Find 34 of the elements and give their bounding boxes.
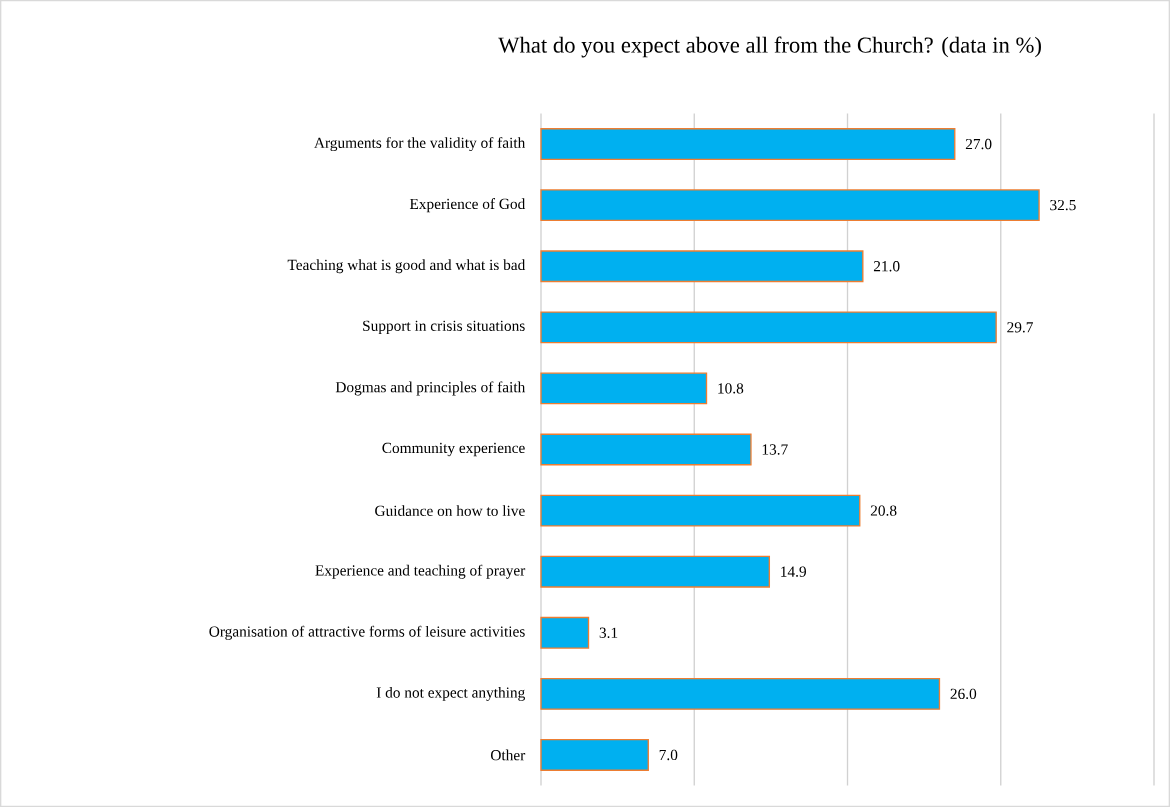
bar (540, 739, 649, 771)
y-tick-label: Teaching what is good and what is bad (287, 259, 526, 274)
y-tick-label: Community experience (382, 442, 525, 457)
data-label: 13.7 (762, 444, 788, 455)
bar (540, 433, 752, 466)
bar (540, 311, 997, 344)
bar (540, 677, 941, 710)
data-label: 29.7 (1007, 322, 1033, 333)
data-label: 21.0 (873, 261, 900, 272)
data-label: 14.9 (781, 566, 806, 577)
bar (540, 616, 590, 649)
data-label: 10.8 (718, 383, 744, 394)
y-tick-label: Guidance on how to live (375, 505, 525, 516)
data-label: 20.8 (870, 505, 897, 516)
y-tick-label: Dogmas and principles of faith (335, 381, 526, 396)
bar (540, 555, 771, 588)
bar (540, 128, 956, 160)
y-tick-label: Organisation of attractive forms of leisure activities (209, 625, 525, 640)
bar (540, 250, 864, 283)
data-label: 7.0 (659, 749, 678, 761)
y-tick-label: Support in crisis situations (363, 320, 525, 335)
bar (540, 372, 708, 405)
y-tick-label: Experience and teaching of prayer (315, 564, 526, 579)
bar (540, 494, 861, 527)
chart-title: What do you expect above all from the Church? (data in %) (498, 36, 1041, 58)
data-label: 32.5 (1050, 199, 1076, 211)
y-tick-label: Other (490, 749, 526, 761)
bar (540, 189, 1040, 222)
data-label: 27.0 (965, 138, 992, 150)
y-tick-label: Arguments for the validity of faith (314, 137, 526, 152)
y-tick-label: Experience of God (409, 198, 526, 213)
y-tick-label: I do not expect anything (376, 686, 525, 701)
data-label: 3.1 (599, 627, 618, 638)
data-label: 26.0 (950, 688, 977, 700)
